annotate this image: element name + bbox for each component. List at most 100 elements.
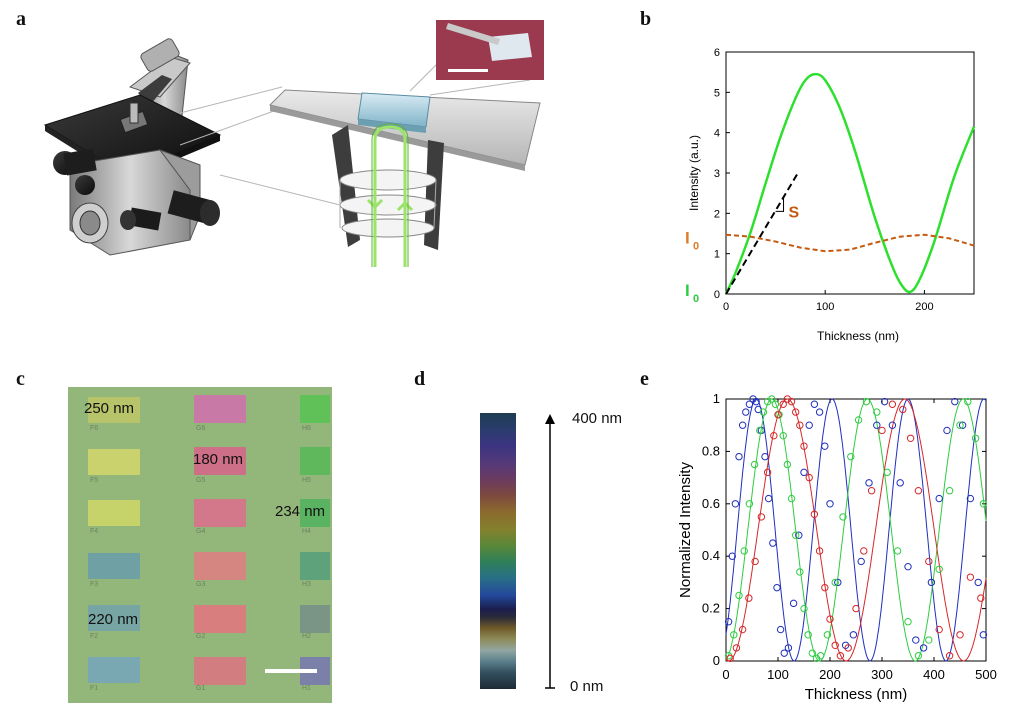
y-axis-label: Intensity (a.u.): [687, 135, 701, 211]
data-point: [945, 652, 954, 660]
data-point: [821, 442, 829, 450]
data-point: [951, 397, 959, 406]
x-tick-label: 500: [975, 667, 997, 682]
film-cell: [88, 500, 140, 526]
data-point: [787, 494, 796, 503]
thickness-arrow: [545, 414, 555, 689]
data-point: [810, 510, 819, 518]
data-point: [756, 426, 764, 435]
cell-id: H1: [302, 685, 311, 692]
data-point: [844, 644, 852, 652]
data-point: [964, 397, 972, 406]
data-point: [873, 421, 881, 429]
fit-curve: [725, 398, 987, 662]
data-point: [979, 500, 988, 508]
x-tick-label: 200: [915, 301, 933, 313]
x-tick-label: 0: [723, 301, 729, 313]
panel-letter-d: d: [414, 368, 426, 390]
data-point: [906, 434, 915, 442]
panel-letter-b: b: [640, 8, 652, 30]
reference-intensity-label: I: [685, 229, 690, 248]
microscope-illustration: [43, 20, 544, 267]
y-tick-label: 0.2: [702, 601, 720, 616]
film-cell: [88, 397, 140, 423]
cell-id: F3: [90, 581, 99, 588]
data-point: [732, 644, 741, 652]
data-point: [919, 644, 928, 652]
data-point: [805, 421, 813, 429]
data-point: [823, 631, 832, 639]
light-path-outline: [371, 123, 409, 267]
cell-id: H6: [302, 425, 311, 432]
data-point: [745, 500, 754, 508]
cell-id: G3: [196, 581, 206, 588]
y-tick-label: 5: [714, 87, 720, 99]
film-cell: [88, 605, 140, 631]
data-point: [752, 397, 760, 406]
y-tick-label: 0.8: [702, 443, 720, 458]
data-point: [816, 652, 825, 660]
data-point: [770, 431, 778, 440]
film-cell: [300, 499, 330, 527]
data-point: [726, 654, 734, 663]
y-axis-label: Normalized Intensity: [677, 462, 694, 598]
y-tick-label: 0.6: [702, 496, 720, 511]
thickness-label: 250 nm: [84, 400, 135, 417]
data-point: [880, 397, 889, 406]
data-point: [854, 416, 863, 424]
film-cell: [194, 605, 246, 633]
series-line: [724, 72, 976, 295]
data-point: [888, 421, 897, 429]
data-point: [783, 460, 792, 469]
cell-id: G6: [196, 425, 206, 432]
x-tick-label: 200: [819, 667, 841, 682]
reference-intensity-subscript: 0: [693, 293, 699, 305]
reference-intensity-label: I: [685, 281, 690, 300]
x-tick-label: 0: [722, 667, 729, 682]
cell-id: F1: [90, 685, 99, 692]
y-tick-label: 1: [714, 249, 720, 261]
data-point: [789, 599, 798, 608]
film-cell: [88, 449, 140, 475]
y-tick-label: 2: [714, 208, 720, 220]
data-point: [862, 397, 871, 406]
slope-label: S: [788, 204, 799, 221]
data-point: [735, 591, 743, 600]
data-point: [757, 513, 766, 521]
data-point: [808, 649, 817, 657]
data-point: [735, 452, 743, 461]
data-point: [836, 652, 845, 660]
data-point: [974, 578, 982, 587]
film-cell: [194, 499, 246, 527]
data-point: [826, 500, 834, 508]
data-point: [865, 479, 873, 487]
microscope: [43, 38, 222, 256]
data-point: [914, 652, 923, 660]
series-line: [725, 233, 975, 253]
film-cell: [194, 395, 246, 423]
film-micrograph: F6 F5 F4 F3 F2 F1 G6 G5 G4 G3 G2 G1 H6 H…: [68, 387, 332, 703]
cell-id: F4: [90, 528, 99, 535]
data-point: [771, 400, 780, 408]
data-point: [745, 594, 753, 602]
data-point: [738, 421, 747, 429]
y-tick-label: 1: [713, 391, 720, 406]
data-point: [966, 494, 975, 503]
y-tick-label: 6: [714, 47, 720, 59]
data-point: [764, 494, 773, 503]
cell-id: F6: [90, 425, 99, 432]
intensity-chart: 0 1 2 3 4 5 6 0 100 200 Thickness (nm) Intensity (a…: [685, 47, 976, 343]
film-cell: [88, 657, 140, 683]
data-point: [883, 468, 891, 477]
data-point: [791, 531, 800, 539]
cell-id: H4: [302, 528, 311, 535]
scale-bar: [265, 669, 317, 673]
data-point: [935, 565, 943, 574]
data-point: [805, 473, 813, 482]
data-point: [878, 426, 886, 435]
data-point: [956, 631, 964, 639]
glass-slide: [269, 89, 541, 171]
x-tick-label: 100: [767, 667, 789, 682]
film-cell: [300, 552, 330, 580]
data-point: [899, 405, 907, 414]
